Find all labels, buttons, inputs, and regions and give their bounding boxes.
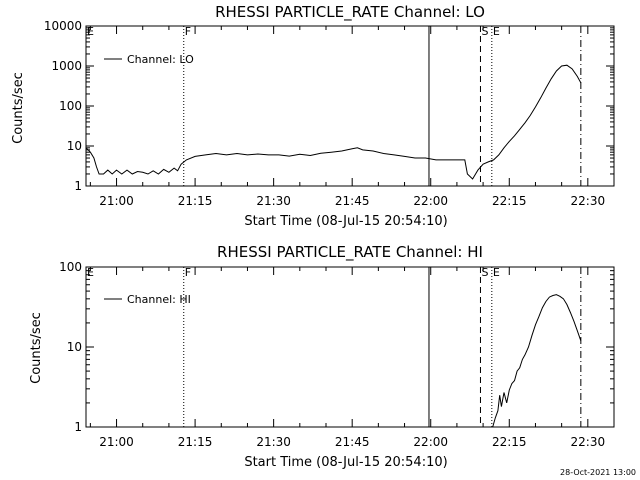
y-tick-label: 10	[67, 340, 82, 354]
x-tick-label: 21:30	[256, 435, 291, 449]
plot-area-hi: 21:00 21:15 21:30 21:45 22:00 22:15 22:30 1 10 10…	[59, 260, 615, 449]
event-flag: E	[87, 25, 94, 38]
event-flag: E	[493, 266, 500, 279]
legend-label: Channel: HI	[127, 293, 191, 306]
x-tick-label: 21:15	[178, 194, 213, 208]
panel-hi: RHESSI PARTICLE_RATE Channel: HI Counts/…	[29, 243, 615, 470]
y-axis-label: Counts/sec	[11, 72, 26, 144]
y-tick-label: 100	[59, 260, 82, 274]
event-flag: S	[481, 25, 488, 38]
x-axis-label: Start Time (08-Jul-15 20:54:10)	[244, 214, 447, 229]
event-flag: E	[87, 266, 94, 279]
x-tick-label: 21:45	[335, 194, 370, 208]
x-axis-label: Start Time (08-Jul-15 20:54:10)	[244, 455, 447, 470]
x-tick-label: 22:00	[413, 194, 448, 208]
chart-title: RHESSI PARTICLE_RATE Channel: LO	[215, 3, 485, 22]
x-tick-label: 21:00	[99, 435, 134, 449]
event-flag: F	[185, 266, 191, 279]
plot-frame	[85, 266, 615, 428]
y-axis-label: Counts/sec	[29, 312, 44, 384]
chart-title: RHESSI PARTICLE_RATE Channel: HI	[217, 243, 483, 262]
series-line	[85, 64, 582, 180]
timestamp-footer: 28-Oct-2021 13:00	[560, 468, 636, 477]
legend-label: Channel: LO	[127, 53, 194, 66]
y-tick-label: 10	[67, 139, 82, 153]
y-tick-label: 1000	[51, 59, 82, 73]
x-tick-label: 21:30	[256, 194, 291, 208]
y-tick-label: 10000	[44, 19, 82, 33]
x-tick-label: 21:00	[99, 194, 134, 208]
panel-lo: RHESSI PARTICLE_RATE Channel: LO Counts/…	[11, 3, 615, 229]
series-line	[492, 294, 582, 428]
event-flag: S	[481, 266, 488, 279]
x-tick-label: 22:00	[413, 435, 448, 449]
plot-area-lo: 21:00 21:15 21:30 21:45 22:00 22:15 22:30 1 10 10…	[44, 19, 615, 208]
event-flag: F	[185, 25, 191, 38]
plot-frame	[85, 25, 615, 187]
y-tick-label: 1	[74, 179, 82, 193]
x-tick-label: 22:15	[492, 194, 527, 208]
x-tick-label: 22:15	[492, 435, 527, 449]
y-tick-label: 100	[59, 99, 82, 113]
y-tick-label: 1	[74, 420, 82, 434]
x-tick-label: 22:30	[571, 194, 606, 208]
event-flag: E	[493, 25, 500, 38]
x-tick-label: 21:15	[178, 435, 213, 449]
x-tick-label: 22:30	[571, 435, 606, 449]
x-tick-label: 21:45	[335, 435, 370, 449]
